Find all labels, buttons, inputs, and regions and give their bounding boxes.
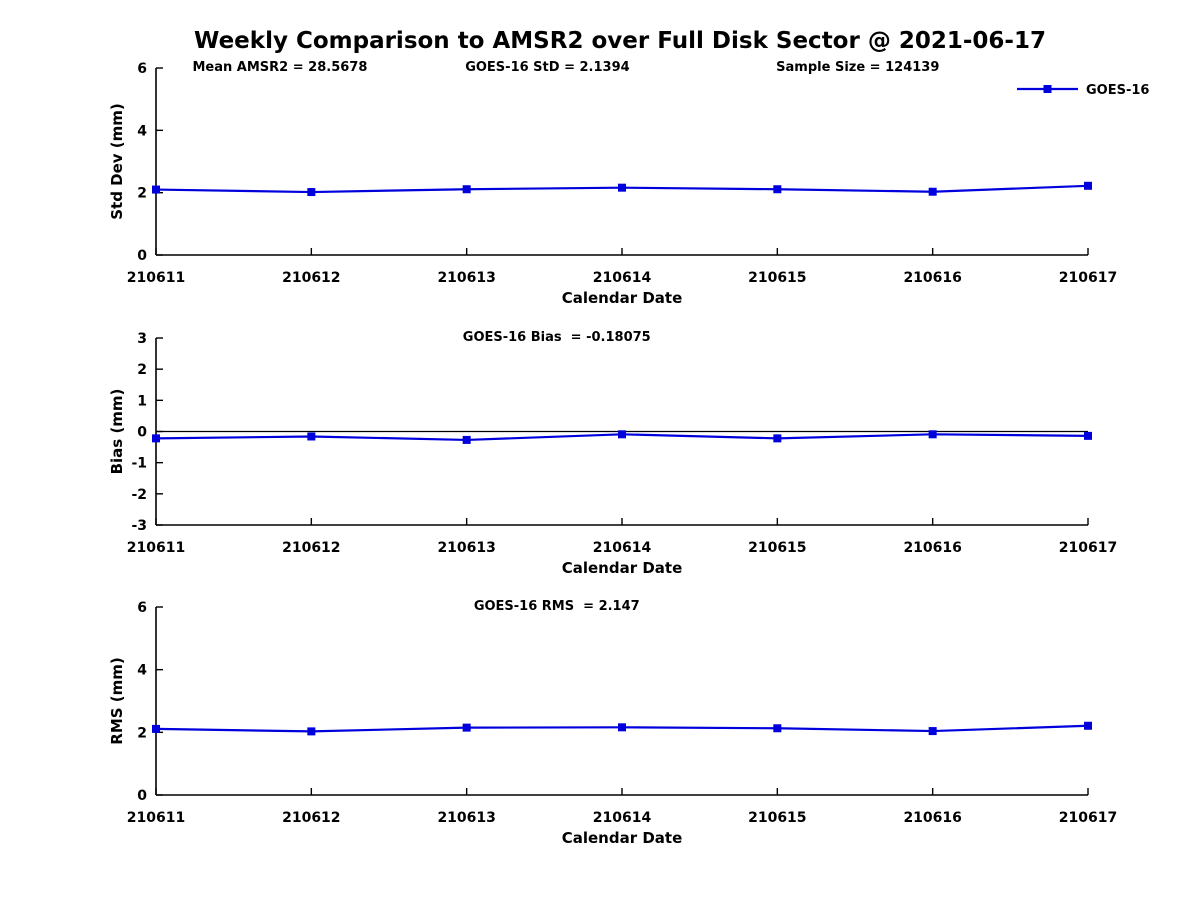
x-tick-label: 210614 — [593, 540, 652, 556]
y-tick-label: 0 — [137, 248, 147, 264]
y-tick-label: 4 — [137, 123, 147, 139]
x-tick-label: 210614 — [593, 810, 652, 826]
x-tick-label: 210617 — [1059, 810, 1117, 826]
data-point-marker — [773, 724, 782, 733]
y-axis-title: RMS (mm) — [108, 657, 126, 744]
y-tick-label: 1 — [137, 393, 147, 409]
data-point-marker — [1084, 431, 1092, 440]
y-axis-title: Std Dev (mm) — [108, 103, 126, 220]
y-tick-label: 2 — [137, 725, 147, 741]
x-tick-label: 210611 — [127, 270, 185, 286]
y-tick-label: 6 — [137, 61, 147, 77]
bias-subplot: -3 -2 -1 0 1 2 3 210611 210612 210613 210614 210615… — [108, 330, 1117, 577]
x-tick-label: 210617 — [1059, 540, 1117, 556]
x-tick-label: 210612 — [282, 810, 340, 826]
x-tick-label: 210612 — [282, 270, 340, 286]
annotation-text: Sample Size = 124139 — [776, 60, 939, 75]
data-point-marker — [307, 188, 316, 197]
y-tick-label: 6 — [137, 600, 147, 616]
legend-label: GOES-16 — [1086, 83, 1149, 98]
y-tick-label: 0 — [137, 425, 147, 441]
chart-title: Weekly Comparison to AMSR2 over Full Dis… — [194, 28, 1046, 54]
x-tick-label: 210614 — [593, 270, 652, 286]
x-tick-label: 210613 — [437, 540, 495, 556]
x-tick-label: 210611 — [127, 540, 185, 556]
x-tick-label: 210615 — [748, 270, 806, 286]
data-point-marker — [618, 723, 626, 732]
y-tick-label: 4 — [137, 663, 147, 679]
data-point-marker — [462, 435, 471, 444]
y-tick-label: 0 — [137, 788, 147, 804]
annotation-text: GOES-16 StD = 2.1394 — [465, 60, 629, 75]
data-point-marker — [618, 183, 626, 192]
data-point-marker — [1084, 181, 1092, 190]
x-tick-label: 210615 — [748, 810, 806, 826]
data-point-marker — [928, 187, 937, 196]
x-axis-title: Calendar Date — [562, 829, 683, 847]
data-point-marker — [307, 432, 316, 441]
annotation-text: Mean AMSR2 = 28.5678 — [193, 60, 368, 75]
data-point-marker — [773, 185, 782, 194]
data-point-marker — [618, 430, 626, 439]
data-point-marker — [152, 185, 160, 194]
y-tick-label: -2 — [131, 487, 147, 503]
data-point-marker — [773, 434, 782, 443]
x-tick-label: 210613 — [437, 810, 495, 826]
y-tick-label: 2 — [137, 186, 147, 202]
x-tick-label: 210616 — [903, 540, 961, 556]
annotation-text: GOES-16 Bias = -0.18075 — [463, 330, 651, 345]
y-tick-label: 3 — [137, 331, 147, 347]
x-tick-label: 210612 — [282, 540, 340, 556]
data-point-marker — [462, 723, 471, 732]
x-axis-title: Calendar Date — [562, 289, 683, 307]
x-tick-label: 210617 — [1059, 270, 1117, 286]
data-point-marker — [1084, 721, 1092, 730]
data-point-marker — [928, 727, 937, 736]
x-tick-label: 210611 — [127, 810, 185, 826]
rms-subplot: 0 2 4 6 210611 210612 210613 210614 210615 210616… — [108, 599, 1117, 847]
y-tick-label: -1 — [131, 456, 147, 472]
legend-marker — [1043, 85, 1052, 93]
x-tick-label: 210615 — [748, 540, 806, 556]
data-point-marker — [152, 434, 160, 443]
x-tick-label: 210616 — [903, 810, 961, 826]
x-tick-label: 210616 — [903, 270, 961, 286]
stddev-subplot: 0 2 4 6 210611 210612 210613 210614 210615 210616… — [108, 60, 1149, 307]
data-point-marker — [152, 724, 160, 733]
data-point-marker — [307, 727, 316, 736]
x-tick-label: 210613 — [437, 270, 495, 286]
annotation-text: GOES-16 RMS = 2.147 — [474, 599, 640, 614]
data-point-marker — [462, 185, 471, 194]
data-point-marker — [928, 430, 937, 439]
y-tick-label: -3 — [131, 518, 147, 534]
y-axis-title: Bias (mm) — [108, 389, 126, 475]
y-tick-label: 2 — [137, 362, 147, 378]
x-axis-title: Calendar Date — [562, 559, 683, 577]
